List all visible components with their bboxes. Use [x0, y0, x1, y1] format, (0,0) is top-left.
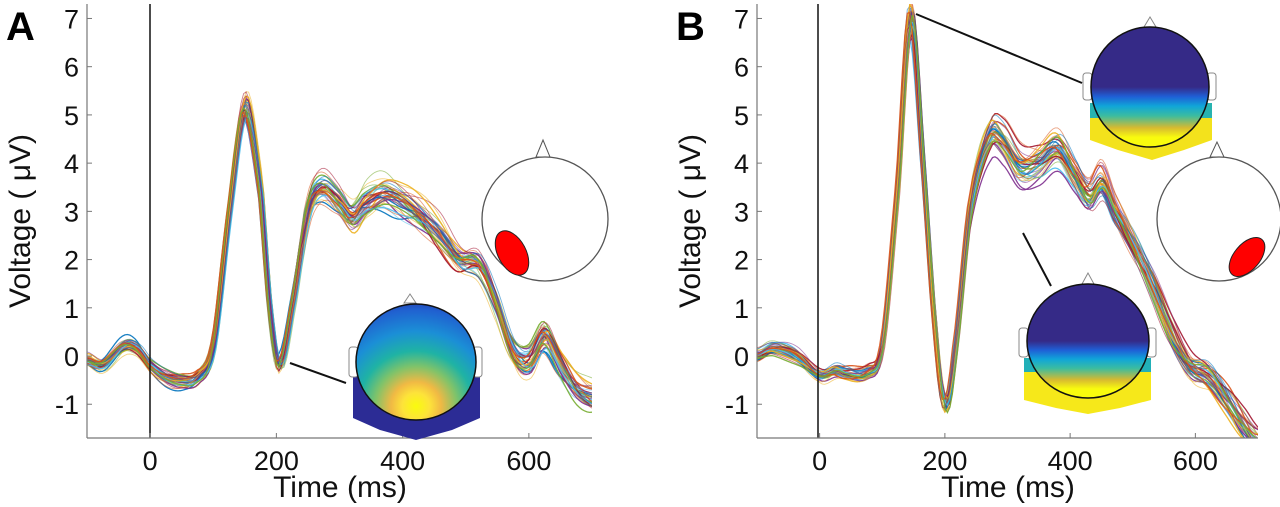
erp-trace-a-36 — [87, 113, 592, 404]
topomap-pointer-b-peak — [915, 13, 1083, 84]
y-tick-label: 7 — [64, 4, 79, 34]
x-tick-label: 600 — [1173, 446, 1218, 476]
erp-trace-a-38 — [87, 103, 592, 398]
erp-trace-b-38 — [757, 25, 1258, 434]
panel-a: A -1 0 1 2 3 4 5 6 7 0 200 400 600 Voltage ( μV) Tim… — [4, 4, 609, 504]
panel-label-b: B — [676, 5, 705, 49]
y-tick-label: -1 — [55, 390, 79, 420]
x-tick-label: 600 — [506, 446, 551, 476]
x-tick-label: 200 — [254, 446, 299, 476]
y-tick-label: 2 — [64, 246, 79, 276]
erp-trace-a-35 — [87, 95, 592, 406]
x-tick-label: 0 — [812, 446, 827, 476]
y-tick-label: 2 — [734, 246, 749, 276]
y-axis-label-b: Voltage ( μV) — [674, 134, 707, 308]
erp-trace-b-27 — [757, 22, 1245, 438]
ticks-b: -1 0 1 2 3 4 5 6 7 0 200 400 600 — [725, 4, 1218, 476]
y-tick-label: -1 — [725, 390, 749, 420]
erp-trace-a-39 — [87, 116, 592, 396]
y-tick-label: 1 — [734, 294, 749, 324]
ticks-a: -1 0 1 2 3 4 5 6 7 0 200 400 600 — [55, 4, 551, 476]
x-axis-label-a: Time (ms) — [273, 471, 407, 504]
y-tick-label: 6 — [734, 53, 749, 83]
erp-trace-a-37 — [87, 111, 592, 390]
y-tick-label: 1 — [64, 294, 79, 324]
electrode-map-b — [1156, 140, 1280, 282]
traces-a — [87, 91, 592, 414]
y-tick-label: 0 — [64, 342, 79, 372]
topomap-a — [348, 293, 483, 440]
y-tick-label: 4 — [64, 149, 79, 179]
y-axis-label-a: Voltage ( μV) — [4, 134, 37, 308]
topomap-b-late — [1018, 271, 1157, 414]
electrode-cluster-marker-a — [494, 230, 530, 276]
y-tick-label: 5 — [734, 101, 749, 131]
traces-b — [757, 4, 1258, 438]
topomap-pointer-b-late — [1022, 232, 1052, 287]
erp-trace-b-35 — [757, 25, 1251, 438]
y-tick-label: 5 — [64, 101, 79, 131]
y-tick-label: 3 — [734, 197, 749, 227]
x-tick-label: 400 — [1048, 446, 1093, 476]
panel-label-a: A — [6, 5, 35, 49]
y-tick-label: 6 — [64, 53, 79, 83]
electrode-cluster-marker-b — [1228, 236, 1266, 278]
y-tick-label: 4 — [734, 149, 749, 179]
electrode-map-a — [481, 138, 609, 282]
panel-b: B -1 0 1 2 3 4 5 6 7 0 200 400 600 Voltage ( μV) Tim… — [674, 4, 1280, 504]
x-axis-label-b: Time (ms) — [941, 471, 1075, 504]
y-tick-label: 7 — [734, 4, 749, 34]
erp-trace-b-37 — [757, 11, 1258, 436]
erp-trace-b-39 — [757, 11, 1258, 438]
topomap-pointer-a — [289, 362, 347, 384]
y-tick-label: 0 — [734, 342, 749, 372]
x-tick-label: 0 — [143, 446, 158, 476]
erp-trace-a-40 — [87, 107, 592, 414]
x-tick-label: 200 — [922, 446, 967, 476]
x-tick-label: 400 — [380, 446, 425, 476]
erp-trace-b-40 — [757, 15, 1258, 438]
y-tick-label: 3 — [64, 197, 79, 227]
topomap-b-peak — [1082, 16, 1217, 160]
